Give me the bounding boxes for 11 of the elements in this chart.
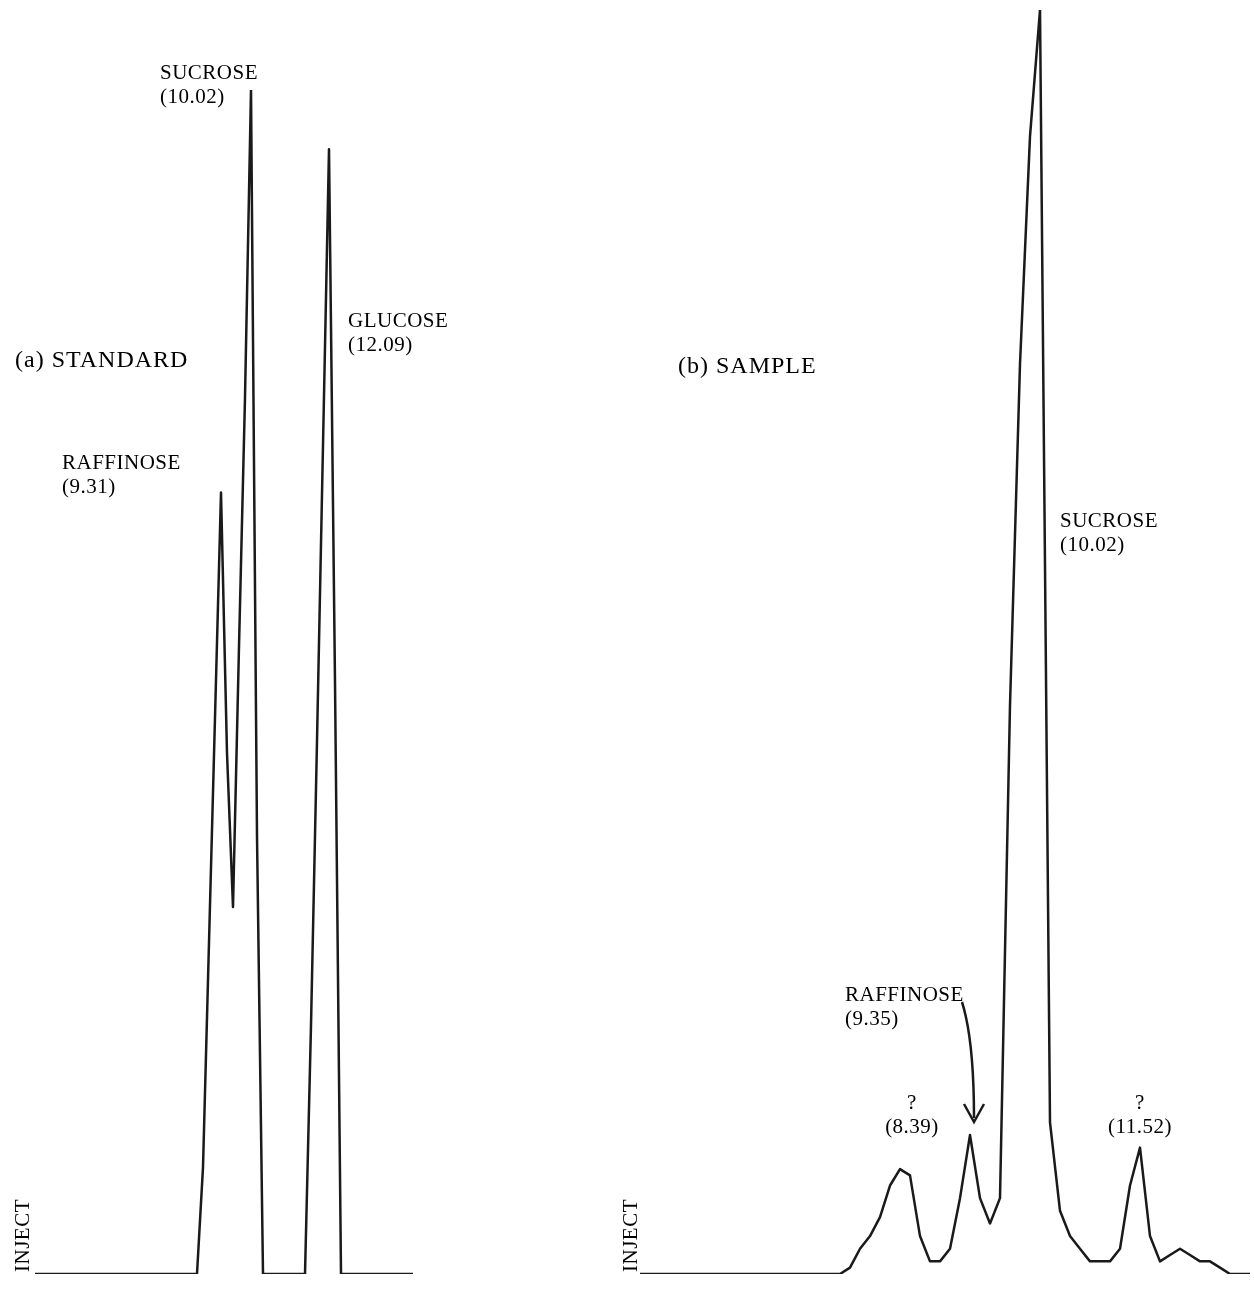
annotation: SUCROSE (10.02) [160,60,259,108]
text: (a) STANDARD [15,346,189,373]
annotation: ? (11.52) [1108,1090,1172,1138]
text: (b) SAMPLE [678,352,817,379]
annotation: GLUCOSE (12.09) [348,308,449,356]
annotation: INJECT [10,1199,34,1272]
annotation: INJECT [618,1199,642,1272]
annotation: ? (8.39) [885,1090,939,1138]
annotation: RAFFINOSE (9.31) [62,450,181,498]
annotation: RAFFINOSE (9.35) [845,982,964,1030]
annotation: SUCROSE (10.02) [1060,508,1159,556]
